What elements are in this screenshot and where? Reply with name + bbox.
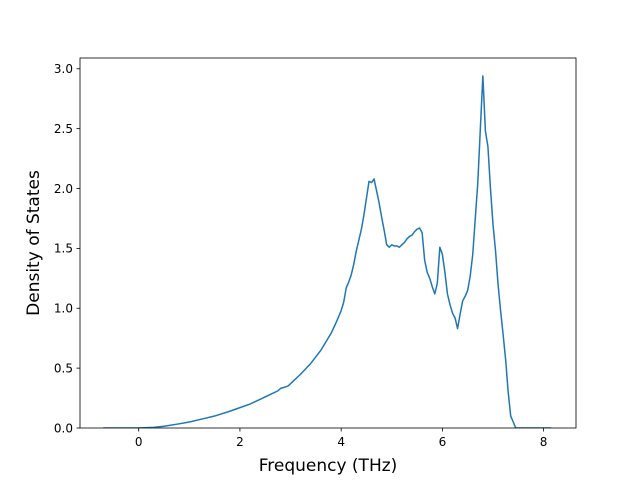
y-tick-label: 0.5 [54,361,73,375]
y-axis-label: Density of States [24,170,44,316]
x-tick-label: 8 [540,435,548,449]
dos-series-line [103,75,552,428]
plot-area [103,75,552,428]
x-tick-label: 6 [439,435,447,449]
y-tick-label: 1.5 [54,242,73,256]
y-tick-label: 0.0 [54,421,73,435]
axes-frame [79,57,577,429]
y-tick-label: 2.5 [54,122,73,136]
x-axis: 0 2 4 6 8 [135,428,548,449]
x-tick-label: 0 [135,435,143,449]
y-axis: 0.0 0.5 1.0 1.5 2.0 2.5 3.0 [54,62,80,435]
x-tick-label: 2 [236,435,244,449]
x-axis-label: Frequency (THz) [259,456,398,476]
y-tick-label: 1.0 [54,302,73,316]
x-tick-label: 4 [337,435,345,449]
y-tick-label: 3.0 [54,62,73,76]
y-tick-label: 2.0 [54,182,73,196]
